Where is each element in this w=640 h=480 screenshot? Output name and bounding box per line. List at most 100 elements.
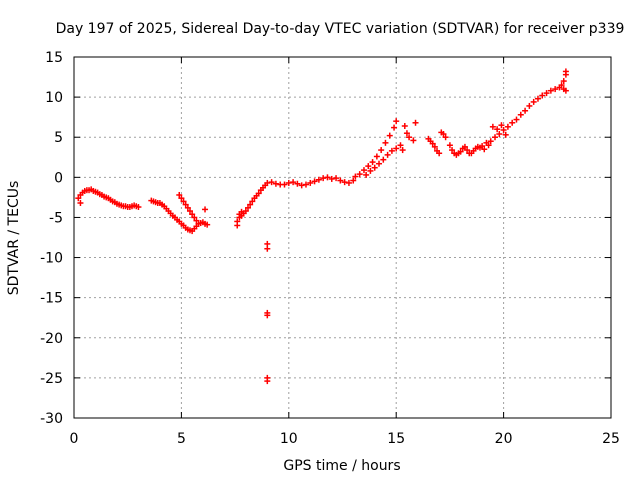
data-points: [75, 68, 569, 385]
data-point: [290, 179, 297, 186]
y-axis-label: SDTVAR / TECUs: [6, 181, 22, 296]
data-point: [522, 107, 529, 114]
data-point: [242, 208, 249, 215]
data-point: [496, 131, 503, 138]
y-tick-label: 5: [54, 130, 63, 146]
data-point: [363, 171, 370, 178]
data-point: [412, 119, 419, 126]
plot-frame: [73, 56, 612, 419]
data-point: [186, 208, 193, 215]
data-point: [543, 90, 550, 97]
y-tick-label: -20: [40, 331, 63, 347]
y-tick-label: 0: [54, 170, 63, 186]
data-point: [244, 204, 251, 211]
data-point: [328, 175, 335, 182]
data-point: [193, 217, 200, 224]
data-point: [440, 131, 447, 138]
data-point: [461, 143, 468, 150]
data-point: [247, 201, 254, 208]
data-point: [320, 175, 327, 182]
data-point: [264, 312, 271, 319]
data-point: [189, 211, 196, 218]
data-point: [431, 143, 438, 150]
data-point: [393, 118, 400, 125]
y-tick-label: 15: [45, 50, 63, 66]
data-point: [464, 147, 471, 154]
data-point: [442, 134, 449, 141]
data-point: [386, 132, 393, 139]
y-tick-label: -25: [40, 371, 63, 387]
data-point: [552, 86, 559, 93]
data-point: [487, 138, 494, 145]
chart-title: Day 197 of 2025, Sidereal Day-to-day VTE…: [56, 21, 625, 37]
data-point: [337, 177, 344, 184]
data-point: [264, 378, 271, 385]
data-point: [479, 143, 486, 150]
data-point: [376, 160, 383, 167]
data-point: [436, 150, 443, 157]
axis-ticks: 0 5 10 15 20 25 -30 -25 -20 -15 -10 -5 0 5 10 15: [40, 50, 620, 447]
data-point: [302, 181, 309, 188]
data-point: [281, 181, 288, 188]
data-point: [429, 140, 436, 147]
data-point: [341, 179, 348, 186]
data-point: [255, 190, 262, 197]
data-point: [526, 102, 533, 109]
data-point: [178, 195, 185, 202]
data-point: [272, 180, 279, 187]
data-point: [380, 156, 387, 163]
data-point: [360, 167, 367, 174]
data-point: [391, 124, 398, 131]
data-point: [397, 142, 404, 149]
data-point: [365, 163, 372, 170]
data-point: [298, 182, 305, 189]
data-point: [498, 122, 505, 129]
data-point: [369, 159, 376, 166]
data-point: [311, 178, 318, 185]
data-point: [234, 218, 241, 225]
data-point: [333, 175, 340, 182]
data-point: [517, 111, 524, 118]
y-tick-label: -10: [40, 251, 63, 267]
data-point: [446, 142, 453, 149]
data-point: [249, 198, 256, 205]
data-point: [399, 147, 406, 154]
data-point: [403, 130, 410, 137]
data-point: [202, 206, 209, 213]
data-point: [449, 147, 456, 154]
x-axis-label: GPS time / hours: [283, 458, 400, 474]
data-point: [371, 164, 378, 171]
data-point: [264, 245, 271, 252]
data-point: [513, 116, 520, 123]
data-point: [504, 123, 511, 130]
data-point: [268, 179, 275, 186]
data-point: [352, 173, 359, 180]
y-tick-label: -30: [40, 411, 63, 427]
data-point: [367, 167, 374, 174]
data-point: [285, 179, 292, 186]
data-point: [562, 68, 569, 75]
data-point: [378, 147, 385, 154]
data-point: [350, 177, 357, 184]
data-point: [489, 123, 496, 130]
data-point: [264, 179, 271, 186]
data-point: [204, 221, 211, 228]
data-point: [307, 179, 314, 186]
data-point: [500, 127, 507, 134]
x-tick-label: 0: [70, 431, 79, 447]
data-point: [502, 131, 509, 138]
data-point: [492, 134, 499, 141]
grid-lines: [74, 57, 611, 418]
data-point: [457, 148, 464, 155]
data-point: [410, 137, 417, 144]
data-point: [547, 87, 554, 94]
data-point: [373, 153, 380, 160]
data-point: [182, 201, 189, 208]
x-tick-label: 20: [495, 431, 513, 447]
data-point: [494, 126, 501, 133]
data-point: [485, 142, 492, 149]
data-point: [393, 145, 400, 152]
data-point: [388, 147, 395, 154]
x-tick-label: 15: [387, 431, 405, 447]
